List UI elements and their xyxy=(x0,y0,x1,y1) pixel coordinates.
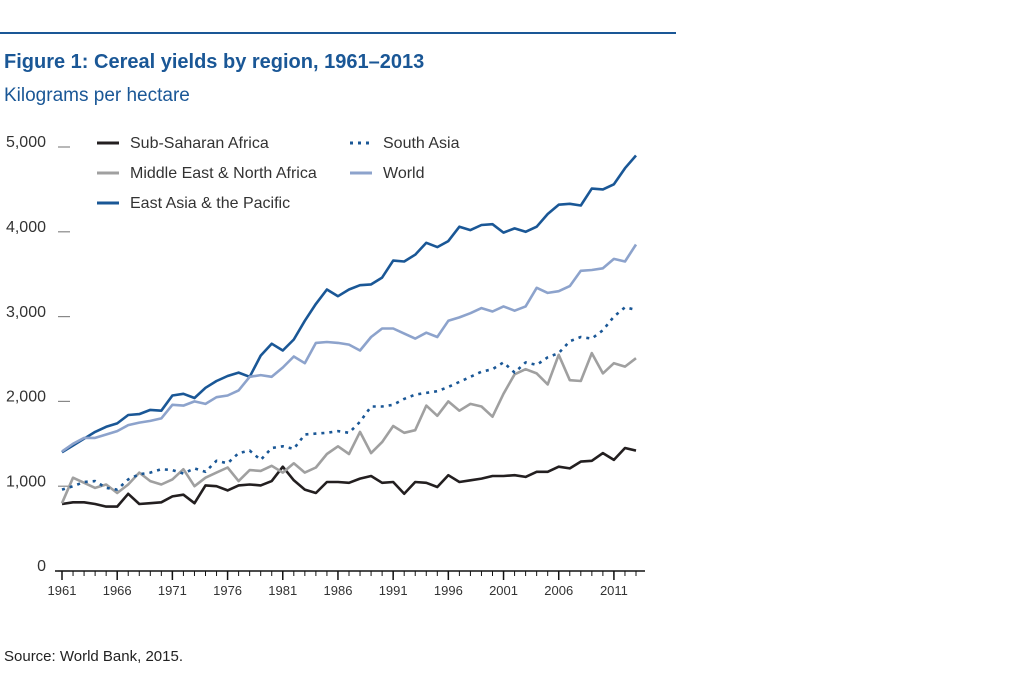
x-tick-label: 1981 xyxy=(268,583,297,598)
legend-label: Sub-Saharan Africa xyxy=(130,135,269,152)
y-tick-label: 2,000 xyxy=(6,389,46,406)
legend-label: East Asia & the Pacific xyxy=(130,195,290,212)
series-line xyxy=(61,306,637,491)
series-line xyxy=(60,351,637,504)
x-tick-label: 2001 xyxy=(489,583,518,598)
y-tick-label: 5,000 xyxy=(6,134,46,151)
x-tick-label: 2011 xyxy=(600,583,628,598)
x-tick-label: 1991 xyxy=(379,583,408,598)
chart-subtitle: Kilograms per hectare xyxy=(4,85,190,106)
y-tick-label: 3,000 xyxy=(6,304,46,321)
legend-label: South Asia xyxy=(383,135,460,152)
x-tick-label: 1996 xyxy=(434,583,463,598)
x-tick-label: 1986 xyxy=(324,583,353,598)
legend-label: World xyxy=(383,165,425,182)
series-line xyxy=(61,154,637,454)
x-tick-label: 1961 xyxy=(48,583,77,598)
x-tick-label: 1976 xyxy=(213,583,242,598)
chart-title: Figure 1: Cereal yields by region, 1961–… xyxy=(4,51,424,73)
series-line xyxy=(61,446,637,508)
x-tick-label: 1971 xyxy=(158,583,187,598)
x-tick-label: 2006 xyxy=(544,583,573,598)
legend-label: Middle East & North Africa xyxy=(130,165,317,182)
y-tick-label: 4,000 xyxy=(6,219,46,236)
y-tick-label: 0 xyxy=(37,558,46,575)
source-note: Source: World Bank, 2015. xyxy=(4,648,183,665)
x-tick-label: 1966 xyxy=(103,583,132,598)
y-tick-label: 1,000 xyxy=(6,473,46,490)
series-line xyxy=(61,243,638,453)
